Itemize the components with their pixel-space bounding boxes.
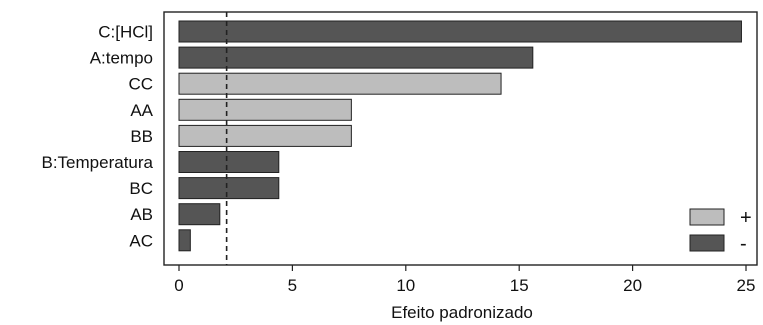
category-label: C:[HCl] [98,23,153,42]
bar-ac [178,229,191,252]
category-label: B:Temperatura [42,153,154,172]
x-axis-ticks: 0 5 10 15 20 25 [174,265,755,295]
category-labels: C:[HCl] A:tempo CC AA BB B:Temperatura BC AB AC [42,23,154,251]
bar-cc [178,72,502,95]
legend-label: - [740,233,747,255]
x-axis-title: Efeito padronizado [391,303,533,322]
category-label: BC [129,179,153,198]
x-tick-label: 25 [737,276,756,295]
category-label: CC [128,75,153,94]
bar-bb [178,124,352,147]
bar-aa [178,98,352,121]
bar-bc [178,177,280,200]
legend-label: + [740,207,752,229]
category-label: BB [130,127,153,146]
bars-group [178,20,742,252]
x-tick-label: 5 [288,276,297,295]
x-tick-label: 10 [396,276,415,295]
plot-frame [163,11,758,266]
bar-c-hcl [178,20,742,43]
category-label: AC [129,231,153,250]
x-tick-label: 20 [623,276,642,295]
x-tick-label: 0 [174,276,183,295]
legend-swatch [689,234,725,252]
bar-a-tempo [178,46,534,69]
bar-ab [178,203,221,226]
legend: +- [689,207,752,255]
category-label: AA [130,101,153,120]
category-label: AB [130,205,153,224]
x-tick-label: 15 [510,276,529,295]
legend-swatch [689,208,725,226]
bar-b-temperatura [178,151,280,173]
category-label: A:tempo [90,49,153,68]
